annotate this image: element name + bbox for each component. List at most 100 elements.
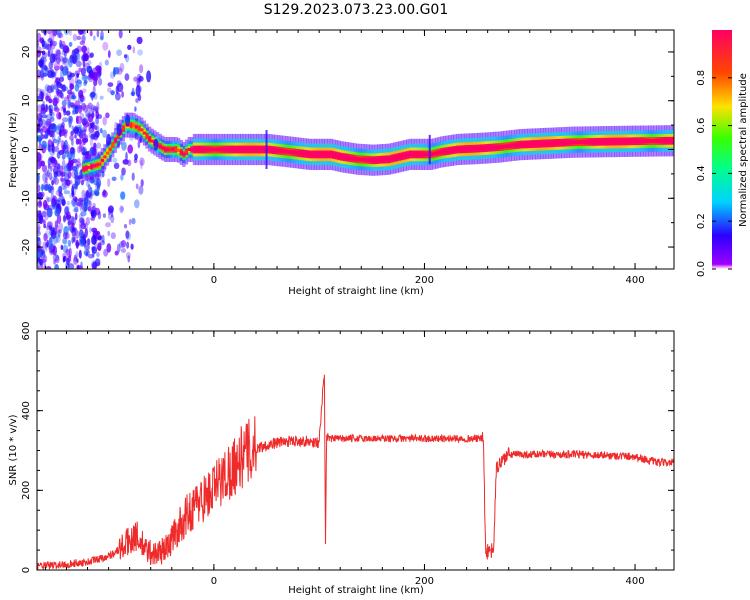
spectrogram-cell bbox=[44, 215, 49, 221]
spectrogram-cell bbox=[42, 254, 48, 263]
spectrogram-cell bbox=[116, 49, 122, 56]
spectrogram-cell bbox=[503, 144, 507, 149]
spectrogram-cell bbox=[113, 67, 120, 75]
spectrogram-cell bbox=[83, 46, 87, 52]
spectrogram-cell bbox=[90, 165, 94, 169]
spectrogram-cell bbox=[198, 147, 202, 152]
spectrogram-cell bbox=[327, 152, 331, 157]
spectrogram-cell bbox=[115, 85, 120, 95]
spectrogram-cell bbox=[82, 104, 89, 113]
spectrogram-cell bbox=[127, 44, 132, 51]
spectrogram-cell bbox=[253, 147, 257, 152]
colorbar-tick-label: 0.2 bbox=[696, 213, 707, 229]
spectrogram-cell bbox=[82, 133, 89, 143]
spectrogram-cell bbox=[58, 185, 63, 194]
spectrogram-cell bbox=[59, 177, 65, 182]
spectrogram-cell bbox=[126, 241, 130, 249]
spectrogram-cell bbox=[37, 223, 41, 232]
spectrogram-cell bbox=[265, 129, 268, 170]
spectrogram-cell bbox=[131, 217, 136, 225]
spectrogram-cell bbox=[61, 84, 67, 92]
spectrogram-cell bbox=[516, 143, 520, 147]
spectrogram-cell bbox=[245, 147, 249, 152]
spectrogram-cell bbox=[72, 53, 77, 63]
spectrogram-cell bbox=[84, 166, 89, 170]
spectrogram-cell bbox=[86, 66, 90, 73]
spectrogram-cell bbox=[269, 147, 273, 152]
spectrogram-cell bbox=[53, 65, 60, 71]
spectrogram-cell bbox=[45, 121, 49, 126]
spectrogram-cell bbox=[56, 123, 64, 131]
spectrogram-cell bbox=[169, 147, 173, 151]
spectrogram-cell bbox=[112, 157, 118, 163]
spectrogram-cell bbox=[95, 258, 101, 267]
spectrogram-cell bbox=[37, 69, 41, 77]
spectrogram-cell bbox=[73, 48, 80, 55]
spectrogram-cell bbox=[63, 165, 69, 174]
x-tick-label: 0 bbox=[211, 275, 217, 286]
colorbar: 0.0 0.2 0.4 0.6 0.8 Normalized spectral ampl… bbox=[696, 30, 749, 277]
spectrogram-cell bbox=[91, 246, 98, 254]
spectrogram-cell bbox=[134, 106, 137, 112]
spectrogram-cell bbox=[57, 186, 62, 194]
spectrogram-cell bbox=[134, 153, 138, 161]
spectrogram-cell bbox=[616, 139, 620, 144]
spectrogram-cell bbox=[59, 91, 64, 99]
spectrogram-cell bbox=[96, 244, 102, 251]
spectrogram-cell bbox=[74, 80, 78, 86]
spectrogram-cell bbox=[535, 141, 539, 146]
spectrogram-cell bbox=[76, 202, 82, 207]
spectrogram-cell bbox=[603, 139, 607, 144]
spectrogram-cell bbox=[94, 190, 100, 197]
spectrogram-cell bbox=[192, 147, 196, 152]
y-tick-label: 200 bbox=[21, 481, 32, 500]
snr-ticks: 0 200 400 0 200 400 600 bbox=[21, 321, 674, 587]
spectrogram-cell bbox=[177, 148, 181, 152]
spectrogram-marks bbox=[37, 30, 674, 269]
spectrogram-cell bbox=[46, 207, 53, 218]
spectrogram-cell bbox=[65, 110, 71, 116]
spectrogram-cell bbox=[99, 95, 104, 100]
spectrogram-cell bbox=[53, 259, 57, 265]
spectrogram-cell bbox=[46, 85, 53, 94]
spectrogram-cell bbox=[67, 99, 72, 109]
colorbar-tick-label: 0.6 bbox=[696, 118, 707, 134]
spectrogram-cell bbox=[50, 165, 53, 172]
y-tick-label: 20 bbox=[21, 46, 32, 59]
spectrogram-cell bbox=[84, 114, 88, 123]
spectrogram-cell bbox=[166, 147, 170, 151]
spectrogram-cell bbox=[619, 139, 623, 144]
spectrogram-cell bbox=[125, 231, 131, 241]
spectrogram-cell bbox=[92, 71, 98, 81]
spectrogram-cell bbox=[83, 203, 88, 213]
spectrogram-cell bbox=[76, 264, 80, 269]
spectrogram-cell bbox=[110, 90, 115, 96]
spectrogram-cell bbox=[419, 152, 423, 157]
spectrogram-cell bbox=[43, 134, 49, 139]
spectrogram-cell bbox=[146, 70, 152, 83]
spectrogram-cell bbox=[490, 145, 494, 150]
spectrogram-cell bbox=[120, 191, 126, 200]
spectrogram-cell bbox=[76, 73, 80, 78]
spectrogram-cell bbox=[621, 139, 626, 144]
spectrogram-cell bbox=[184, 150, 189, 154]
spectrogram-cell bbox=[577, 140, 581, 145]
spectrogram-cell bbox=[60, 93, 64, 100]
spectrogram-cell bbox=[84, 228, 89, 238]
x-tick-label: 400 bbox=[625, 576, 644, 587]
colorbar-tick-label: 0.0 bbox=[696, 261, 707, 277]
spectrogram-cell bbox=[592, 139, 597, 144]
spectrogram-cell bbox=[65, 183, 70, 189]
spectrogram-cell bbox=[87, 60, 92, 66]
x-tick-label: 0 bbox=[211, 576, 217, 587]
y-tick-label: -10 bbox=[21, 190, 32, 206]
spectrogram-cell bbox=[46, 127, 52, 132]
spectrogram-cell bbox=[140, 128, 144, 132]
spectrogram-cell bbox=[86, 244, 90, 254]
spectrogram-cell bbox=[521, 142, 526, 147]
spectrogram-cell bbox=[89, 186, 93, 195]
spectrogram-cell bbox=[64, 179, 70, 186]
spectrogram-cell bbox=[65, 47, 70, 54]
spectrogram-cell bbox=[448, 148, 452, 153]
